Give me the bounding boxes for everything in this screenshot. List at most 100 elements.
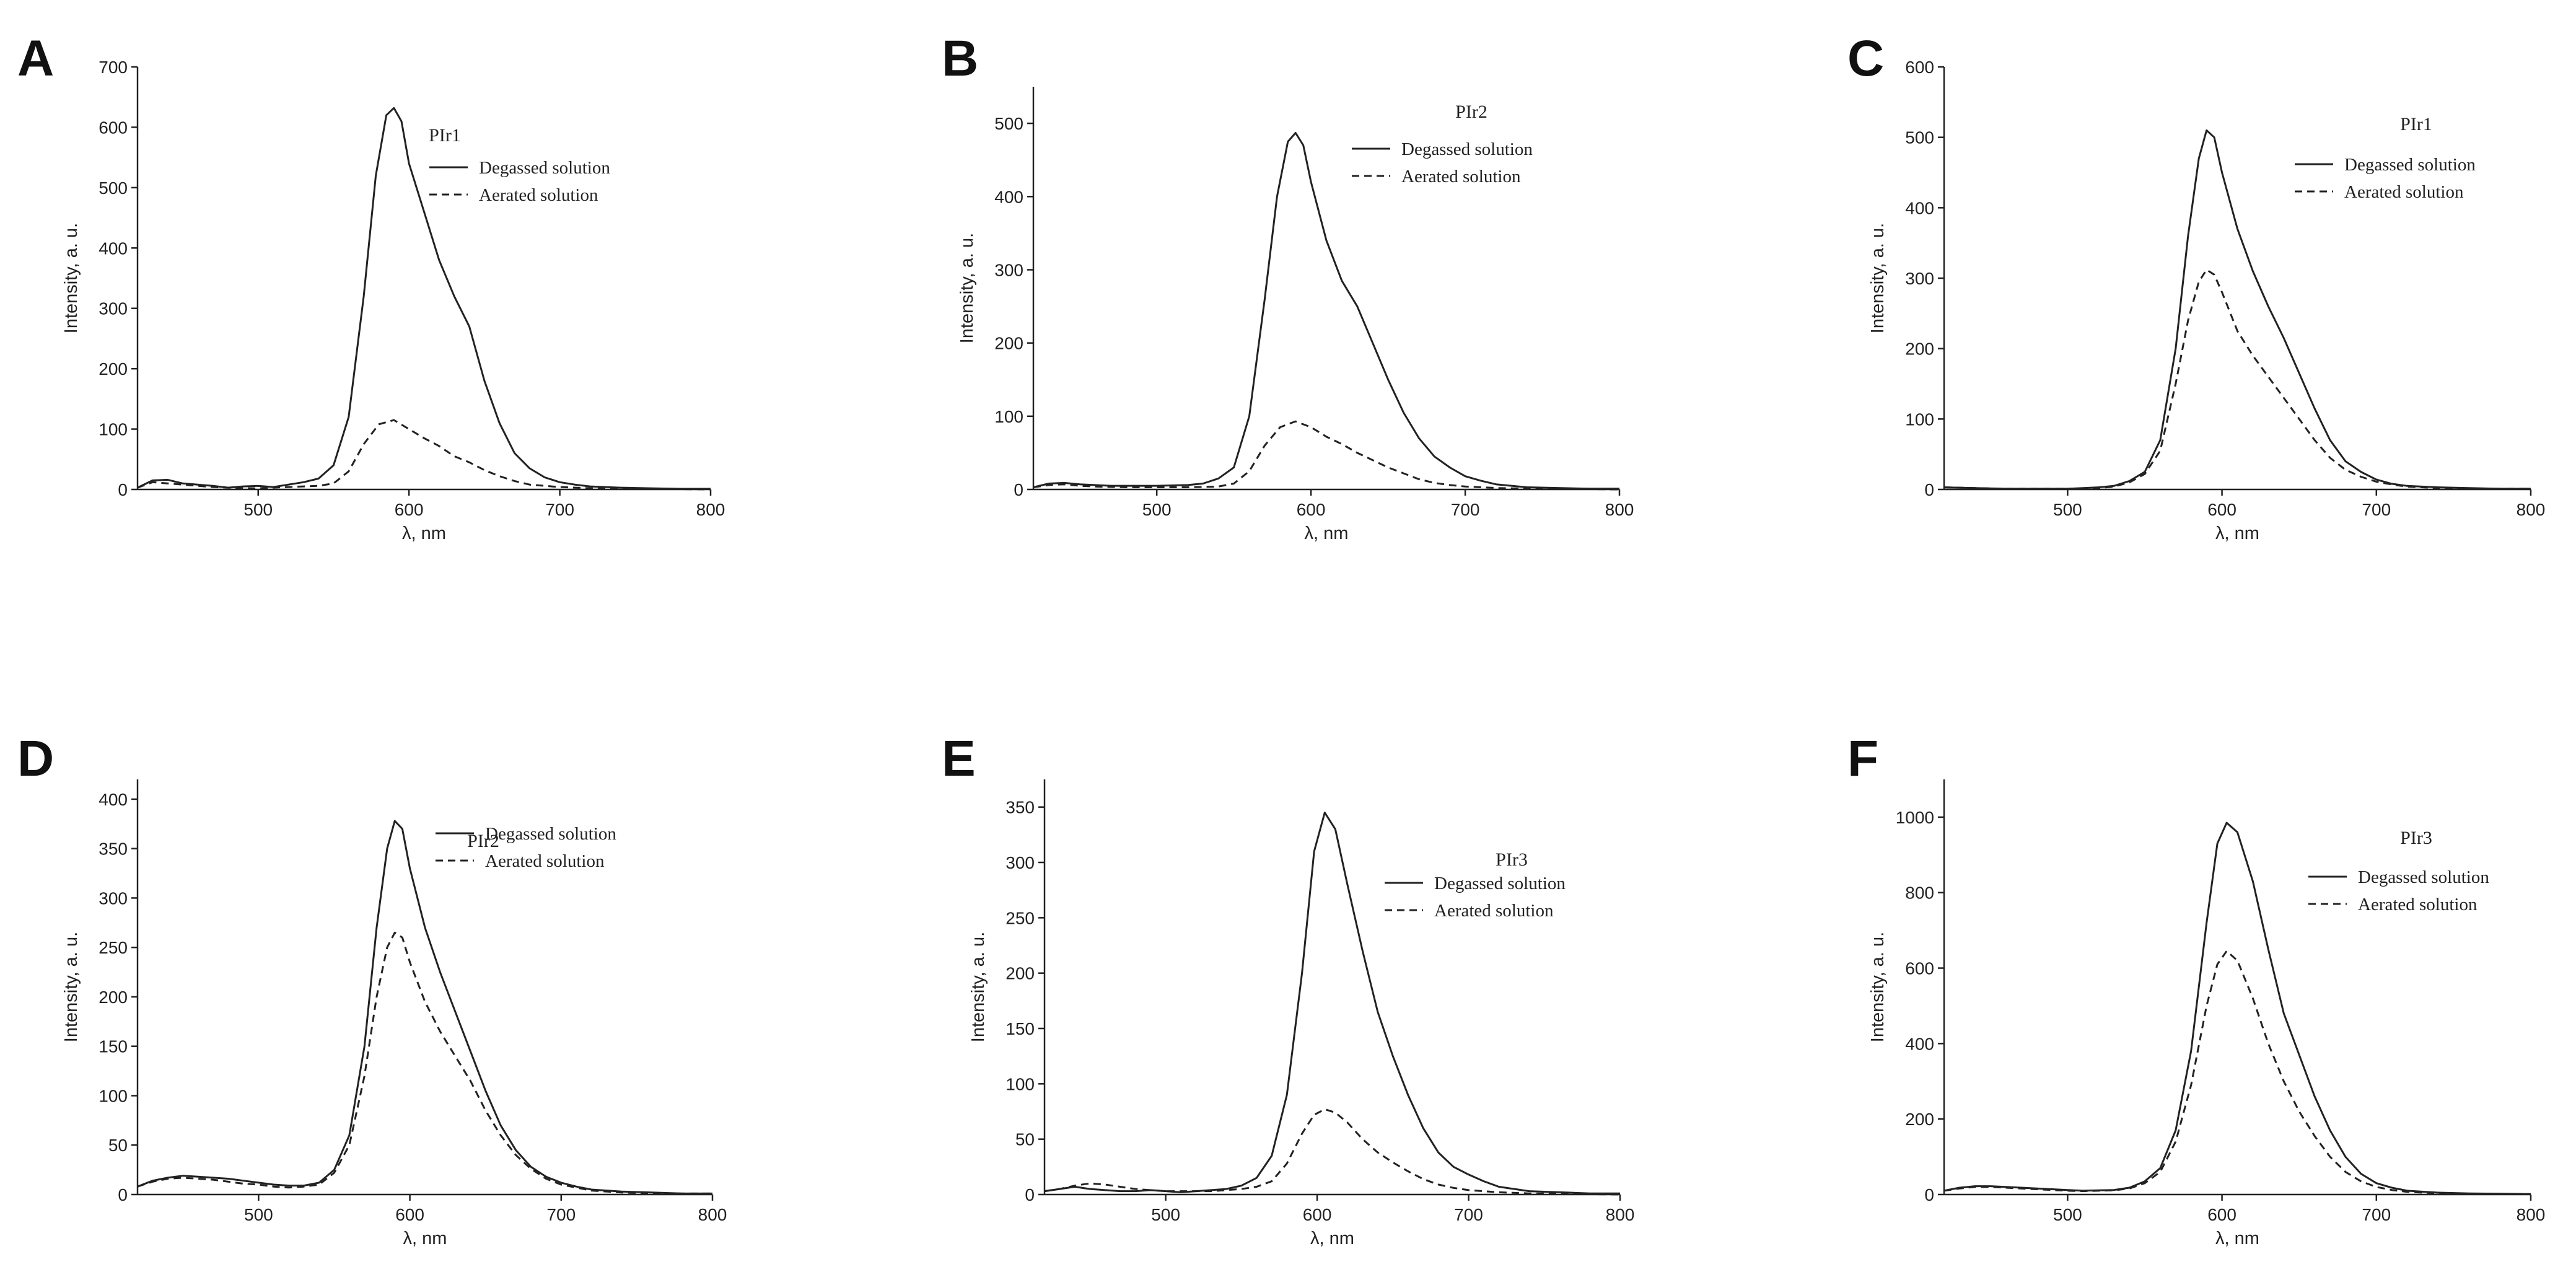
y-tick-label: 0: [118, 480, 128, 499]
x-tick-label: 600: [395, 1205, 424, 1224]
x-axis-label: λ, nm: [1305, 524, 1349, 543]
x-tick-label: 500: [2053, 1205, 2082, 1224]
chart-panel-d: D 0 50 100 150 200 250 300 350 400 500 600 700 800 λ, …: [17, 730, 727, 1248]
series-line-degassed: [137, 820, 712, 1195]
y-axis-label: Intensity, a. u.: [968, 932, 988, 1042]
y-tick-label: 300: [1905, 269, 1934, 288]
legend: Degassed solution Aerated solution: [429, 158, 610, 205]
y-axis-label: Intensity, a. u.: [61, 932, 81, 1042]
chart-panel-c: C 0 100 200 300 400 500 600 500 600 700 800 λ, nm Int…: [1847, 30, 2545, 543]
panel-label: D: [17, 730, 54, 787]
y-axis-label: Intensity, a. u.: [1868, 932, 1888, 1042]
legend: Degassed solution Aerated solution: [1385, 874, 1566, 921]
chart-title: PIr3: [2400, 828, 2432, 848]
x-tick-label: 800: [2517, 1205, 2546, 1224]
y-tick-label: 250: [99, 938, 128, 957]
legend: Degassed solution Aerated solution: [436, 824, 616, 871]
chart-title: PIr1: [2400, 114, 2432, 134]
x-tick-label: 600: [2207, 1205, 2236, 1224]
y-tick-label: 500: [99, 178, 128, 198]
series-line-aerated: [1943, 268, 2531, 490]
series-line-aerated: [137, 931, 712, 1195]
chart-panel-f: F 0 200 400 600 800 1000 500 600 700 800 λ, nm Inten…: [1847, 730, 2545, 1248]
panel-label: E: [942, 730, 976, 787]
x-tick-label: 700: [1454, 1205, 1483, 1224]
series-line-aerated: [1033, 420, 1620, 491]
x-tick-label: 700: [2362, 1205, 2391, 1224]
y-axis-label: Intensity, a. u.: [957, 233, 977, 343]
y-tick-label: 600: [1905, 959, 1934, 978]
legend-entry: Degassed solution: [1434, 874, 1566, 893]
y-tick-label: 0: [1924, 1185, 1934, 1204]
x-tick-label: 700: [1451, 500, 1480, 519]
y-tick-label: 500: [994, 114, 1023, 133]
y-tick-label: 50: [108, 1136, 128, 1155]
x-tick-label: 800: [1605, 500, 1634, 519]
y-tick-label: 800: [1905, 883, 1934, 903]
y-tick-label: 100: [99, 1086, 128, 1105]
x-tick-label: 800: [698, 1205, 727, 1224]
y-tick-label: 400: [994, 187, 1023, 206]
legend: Degassed solution Aerated solution: [1352, 139, 1533, 186]
x-tick-label: 500: [1151, 1205, 1180, 1224]
series-line-degassed: [1033, 132, 1619, 490]
x-tick-label: 700: [546, 1205, 576, 1224]
x-axis-label: λ, nm: [2215, 1229, 2259, 1248]
y-tick-label: 150: [99, 1037, 128, 1056]
y-tick-label: 1000: [1896, 808, 1934, 827]
y-tick-label: 100: [1905, 410, 1934, 429]
y-tick-label: 50: [1015, 1130, 1035, 1149]
y-tick-label: 600: [1905, 58, 1934, 77]
legend-entry: Aerated solution: [479, 185, 598, 205]
legend: Degassed solution Aerated solution: [2295, 155, 2476, 202]
y-tick-label: 100: [99, 420, 128, 439]
x-axis-label: λ, nm: [402, 524, 446, 543]
y-tick-label: 0: [1014, 480, 1023, 499]
x-tick-label: 500: [243, 500, 273, 519]
y-tick-label: 700: [99, 58, 128, 77]
legend-entry: Degassed solution: [2344, 155, 2476, 175]
panel-label: B: [942, 30, 978, 87]
legend-entry: Aerated solution: [2344, 182, 2464, 202]
y-tick-label: 100: [994, 407, 1023, 426]
x-tick-label: 700: [545, 500, 574, 519]
x-tick-label: 600: [2207, 500, 2236, 519]
chart-title: PIr2: [1455, 102, 1487, 122]
legend-entry: Degassed solution: [2358, 867, 2489, 887]
x-tick-label: 500: [244, 1205, 273, 1224]
legend-entry: Aerated solution: [485, 851, 605, 871]
chart-title: PIr3: [1496, 849, 1528, 870]
series-line-aerated: [137, 419, 711, 491]
x-axis-label: λ, nm: [2215, 524, 2259, 543]
series-line-aerated: [1943, 950, 2531, 1195]
legend-entry: Aerated solution: [1401, 167, 1521, 186]
x-tick-label: 500: [1142, 500, 1172, 519]
y-tick-label: 200: [1005, 964, 1035, 983]
y-tick-label: 250: [1005, 908, 1035, 927]
panel-label: C: [1847, 30, 1884, 87]
x-tick-label: 700: [2362, 500, 2391, 519]
y-axis-label: Intensity, a. u.: [1868, 223, 1888, 333]
series-line-aerated: [1044, 1108, 1621, 1196]
y-tick-label: 400: [99, 239, 128, 258]
y-axis-label: Intensity, a. u.: [61, 223, 81, 333]
y-tick-label: 200: [1905, 1110, 1934, 1129]
x-tick-label: 600: [1297, 500, 1326, 519]
legend: Degassed solution Aerated solution: [2308, 867, 2489, 914]
y-tick-label: 400: [99, 790, 128, 809]
chart-panel-e: E 0 50 100 150 200 250 300 350 500 600 700 800 λ, nm I…: [942, 730, 1634, 1248]
legend-entry: Degassed solution: [485, 824, 616, 844]
y-tick-label: 300: [99, 299, 128, 318]
y-tick-label: 100: [1005, 1074, 1035, 1094]
y-tick-label: 150: [1005, 1019, 1035, 1038]
y-tick-label: 0: [1025, 1185, 1035, 1204]
x-tick-label: 600: [395, 500, 424, 519]
x-tick-label: 800: [1606, 1205, 1635, 1224]
y-tick-label: 400: [1905, 1034, 1934, 1053]
x-axis-label: λ, nm: [403, 1229, 447, 1248]
legend-entry: Degassed solution: [1401, 139, 1533, 159]
y-tick-label: 200: [1905, 340, 1934, 359]
y-tick-label: 0: [118, 1185, 128, 1204]
y-tick-label: 400: [1905, 198, 1934, 217]
